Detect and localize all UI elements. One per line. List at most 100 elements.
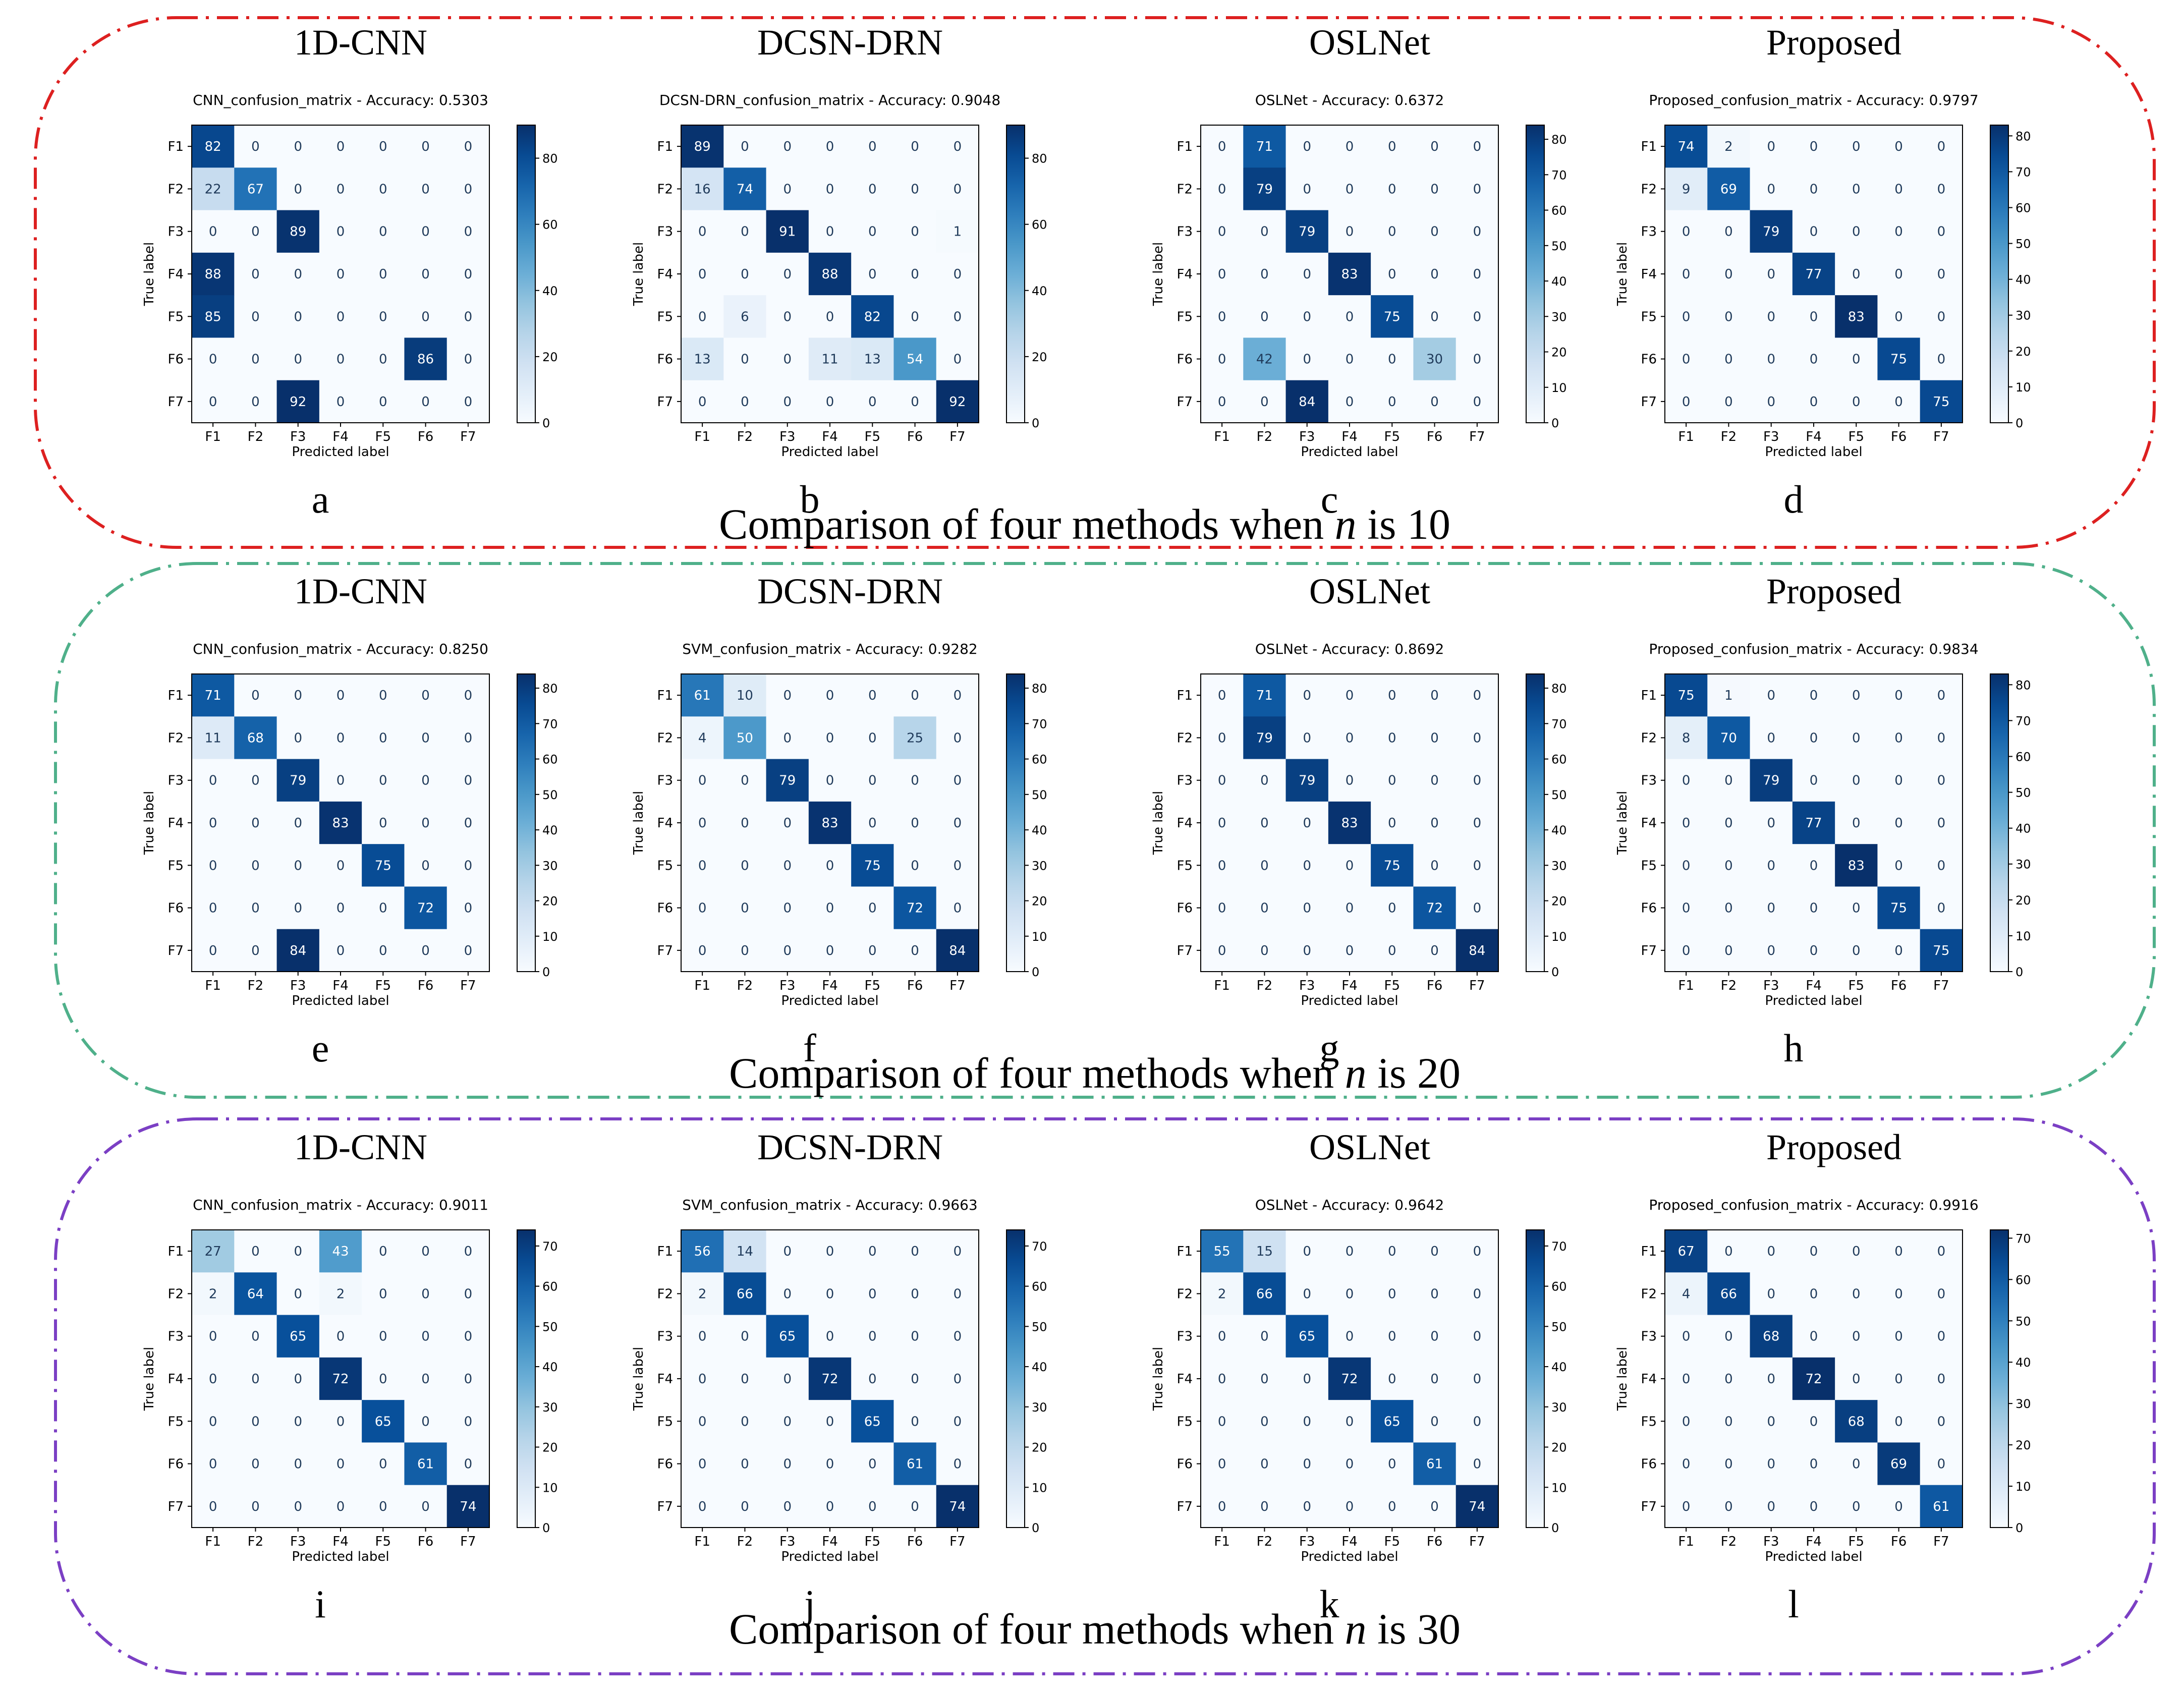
cell-value: 0 <box>1388 943 1396 958</box>
matrix-cell <box>1413 1315 1457 1358</box>
cell-value: 65 <box>290 1329 306 1344</box>
cell-value: 0 <box>1260 394 1269 410</box>
matrix-cell <box>404 674 447 717</box>
matrix-cell <box>192 886 235 930</box>
matrix-cell <box>1707 295 1751 338</box>
x-tick-label: F7 <box>1469 429 1485 444</box>
cell-value: 0 <box>294 139 302 154</box>
matrix-cell <box>1243 337 1286 381</box>
cell-value: 0 <box>826 773 834 788</box>
group-caption: Comparison of four methods when n is 30 <box>729 1605 1461 1653</box>
cell-value: 0 <box>741 858 749 873</box>
cell-value: 0 <box>741 773 749 788</box>
panel-letter: b <box>800 477 820 521</box>
matrix-cell <box>446 759 490 802</box>
cell-value: 0 <box>741 224 749 240</box>
matrix-cell <box>723 167 767 211</box>
cell-value: 0 <box>783 1244 792 1259</box>
y-axis-label: True label <box>1615 242 1630 306</box>
x-tick-label: F2 <box>1257 429 1273 444</box>
matrix-cell <box>1707 210 1751 253</box>
matrix-cell <box>1792 1357 1835 1400</box>
cell-value: 0 <box>1810 773 1818 788</box>
cell-value: 89 <box>290 224 306 240</box>
matrix-cell <box>1750 380 1793 423</box>
cell-value: 0 <box>954 267 962 282</box>
cell-value: 0 <box>1724 1414 1733 1429</box>
cell-value: 0 <box>1430 1414 1439 1429</box>
matrix-cell <box>851 125 894 168</box>
matrix-cell <box>1920 929 1963 972</box>
matrix-cell <box>234 674 277 717</box>
matrix-cell <box>681 125 724 168</box>
matrix-cell <box>1413 929 1457 972</box>
matrix-cell <box>681 886 724 930</box>
matrix-cell <box>723 886 767 930</box>
matrix-cell <box>936 1230 979 1273</box>
matrix-cell <box>1201 716 1244 760</box>
matrix-title: DCSN-DRN_confusion_matrix - Accuracy: 0.… <box>659 92 1000 108</box>
matrix-cell <box>1750 1400 1793 1443</box>
matrix-cell <box>851 295 894 338</box>
y-tick-label: F6 <box>168 901 184 916</box>
method-name: 1D-CNN <box>294 22 427 63</box>
matrix-cell <box>1920 252 1963 296</box>
x-tick-label: F4 <box>1341 429 1358 444</box>
cell-value: 0 <box>783 352 792 367</box>
cell-value: 0 <box>954 352 962 367</box>
matrix-cell <box>766 886 809 930</box>
cell-value: 0 <box>1388 1372 1396 1387</box>
cell-value: 0 <box>1937 139 1946 154</box>
y-axis-label: True label <box>631 791 646 855</box>
cell-value: 0 <box>1682 394 1691 410</box>
colorbar-tick-label: 60 <box>542 1280 558 1294</box>
colorbar-tick-label: 20 <box>1551 894 1567 909</box>
cell-value: 0 <box>1260 1499 1269 1514</box>
matrix-cell <box>766 1315 809 1358</box>
colorbar-tick-label: 70 <box>1032 1239 1047 1254</box>
matrix-cell <box>1455 674 1499 717</box>
cell-value: 0 <box>294 1286 302 1302</box>
matrix-cell <box>851 210 894 253</box>
cell-value: 0 <box>1473 1414 1482 1429</box>
cell-value: 0 <box>1346 1414 1354 1429</box>
cell-value: 27 <box>205 1244 221 1259</box>
cell-value: 0 <box>209 1414 217 1429</box>
cell-value: 0 <box>209 352 217 367</box>
x-tick-label: F6 <box>1891 978 1907 993</box>
cell-value: 0 <box>294 267 302 282</box>
cell-value: 83 <box>332 816 349 831</box>
caption-text: Comparison of four methods when <box>719 500 1335 548</box>
matrix-cell <box>1707 759 1751 802</box>
cell-value: 72 <box>821 1372 838 1387</box>
colorbar-tick-label: 20 <box>1551 1441 1567 1455</box>
matrix-cell <box>1792 1230 1835 1273</box>
matrix-cell <box>1707 1272 1751 1316</box>
matrix-cell <box>936 380 979 423</box>
y-tick-label: F2 <box>1641 182 1657 197</box>
colorbar-tick-label: 30 <box>1551 310 1567 324</box>
y-tick-label: F7 <box>1177 943 1193 958</box>
x-tick-label: F7 <box>460 1534 476 1549</box>
matrix-cell <box>192 759 235 802</box>
cell-value: 0 <box>421 1244 430 1259</box>
matrix-cell <box>1328 167 1371 211</box>
cell-value: 0 <box>1767 1372 1775 1387</box>
cell-value: 0 <box>337 394 345 410</box>
colorbar-tick-label: 50 <box>2015 237 2031 251</box>
matrix-cell <box>446 210 490 253</box>
y-axis-label: True label <box>1615 1347 1630 1411</box>
matrix-cell <box>446 1485 490 1528</box>
cell-value: 0 <box>911 1372 919 1387</box>
cell-value: 0 <box>911 394 919 410</box>
matrix-cell <box>446 674 490 717</box>
cell-value: 66 <box>737 1286 753 1302</box>
matrix-cell <box>1750 1485 1793 1528</box>
matrix-cell <box>1243 1442 1286 1486</box>
cell-value: 0 <box>1430 394 1439 410</box>
cell-value: 0 <box>209 943 217 958</box>
x-axis-label: Predicted label <box>781 444 878 460</box>
cell-value: 0 <box>1303 688 1311 703</box>
x-tick-label: F5 <box>1384 1534 1401 1549</box>
